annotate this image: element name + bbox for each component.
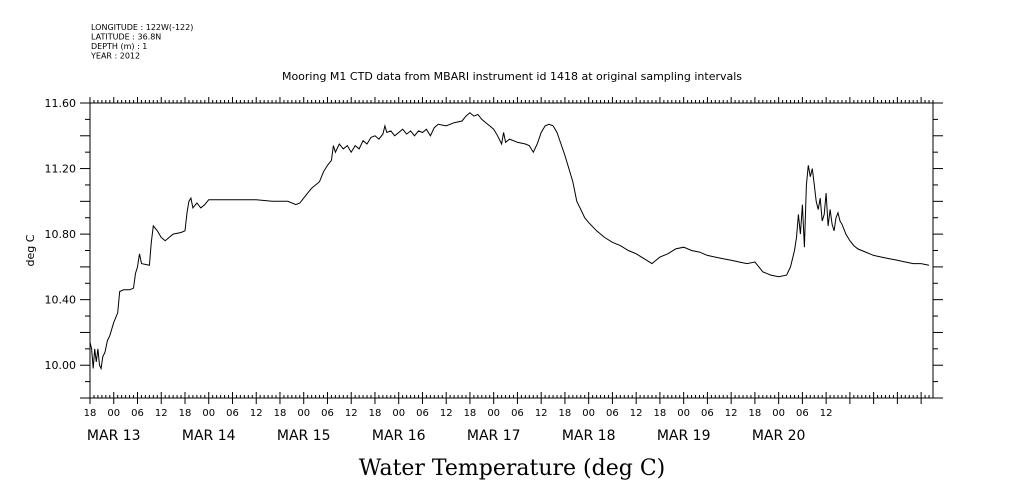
metadata-line: LONGITUDE : 122W(-122) [91, 23, 193, 32]
x-hour-labels: 18 00 06 12 18 00 06 12 18 00 06 12 18 00 06 12 18 00 06 12… [84, 408, 833, 419]
y-tick-labels: 10.00 10.40 10.80 11.20 11.60 [45, 97, 77, 372]
y-axis-label: deg C [24, 234, 37, 266]
x-day-label: MAR 16 [372, 428, 426, 444]
x-day-label: MAR 14 [182, 428, 236, 444]
plot-frame [89, 102, 934, 399]
x-hour-label: 18 [749, 408, 762, 419]
metadata-line: DEPTH (m) : 1 [91, 42, 147, 51]
chart-title: Mooring M1 CTD data from MBARI instrumen… [282, 70, 742, 83]
axis-ticks [80, 97, 943, 404]
x-hour-label: 06 [606, 408, 619, 419]
x-hour-label: 12 [725, 408, 738, 419]
metadata-line: YEAR : 2012 [90, 52, 140, 61]
x-hour-label: 06 [796, 408, 809, 419]
x-hour-label: 00 [677, 408, 690, 419]
y-tick-label: 11.60 [45, 97, 77, 110]
x-day-label: MAR 20 [752, 428, 806, 444]
x-day-labels: MAR 13 MAR 14 MAR 15 MAR 16 MAR 17 MAR 18 MAR … [87, 428, 806, 444]
x-hour-label: 00 [202, 408, 215, 419]
x-day-label: MAR 15 [277, 428, 331, 444]
x-hour-label: 12 [345, 408, 358, 419]
x-hour-label: 12 [440, 408, 453, 419]
x-hour-label: 18 [369, 408, 382, 419]
location-metadata: LONGITUDE : 122W(-122)LATITUDE : 36.8NDE… [90, 23, 193, 61]
x-hour-label: 12 [630, 408, 643, 419]
x-hour-label: 00 [582, 408, 595, 419]
x-hour-label: 06 [321, 408, 334, 419]
x-hour-label: 00 [107, 408, 120, 419]
x-hour-label: 06 [226, 408, 239, 419]
x-day-label: MAR 18 [562, 428, 616, 444]
y-tick-label: 10.00 [45, 359, 77, 372]
x-hour-label: 06 [701, 408, 714, 419]
x-hour-label: 00 [772, 408, 785, 419]
x-hour-label: 18 [179, 408, 192, 419]
x-hour-label: 12 [820, 408, 833, 419]
x-hour-label: 00 [297, 408, 310, 419]
x-hour-label: 18 [654, 408, 667, 419]
x-hour-label: 18 [464, 408, 477, 419]
x-hour-label: 00 [392, 408, 405, 419]
x-axis-label: Water Temperature (deg C) [359, 456, 666, 481]
metadata-line: LATITUDE : 36.8N [91, 33, 161, 42]
series-line-water-temperature [89, 112, 930, 371]
x-hour-label: 00 [487, 408, 500, 419]
x-day-label: MAR 19 [657, 428, 711, 444]
x-hour-label: 06 [131, 408, 144, 419]
x-hour-label: 12 [155, 408, 168, 419]
x-hour-label: 18 [274, 408, 287, 419]
x-hour-label: 12 [250, 408, 263, 419]
x-hour-label: 18 [559, 408, 572, 419]
x-day-label: MAR 17 [467, 428, 521, 444]
y-tick-label: 10.80 [45, 228, 77, 241]
x-hour-label: 06 [511, 408, 524, 419]
x-hour-label: 12 [535, 408, 548, 419]
y-tick-label: 11.20 [45, 163, 77, 176]
y-tick-label: 10.40 [45, 294, 77, 307]
x-day-label: MAR 13 [87, 428, 141, 444]
x-hour-label: 18 [84, 408, 97, 419]
x-hour-label: 06 [416, 408, 429, 419]
